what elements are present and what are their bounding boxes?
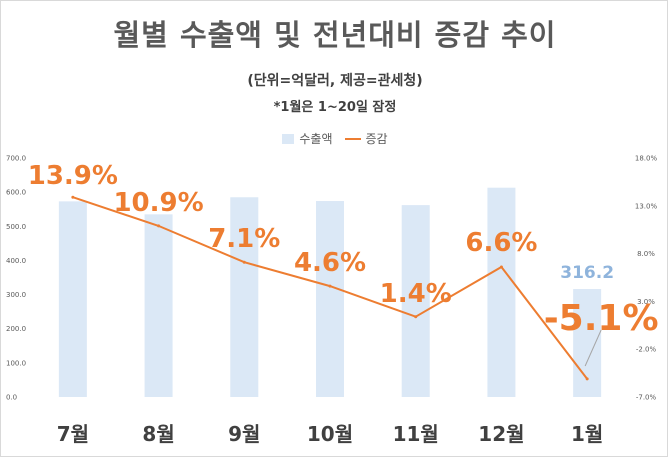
data-label-leader-line [584, 329, 602, 367]
line-point-3 [242, 260, 246, 264]
legend: 수출액 증감 [0, 130, 670, 147]
line-point-1 [71, 195, 75, 199]
line-data-label: 4.6% [294, 248, 366, 278]
legend-bar-label: 수출액 [299, 132, 333, 146]
chart-note: *1월은 1~20일 잠정 [273, 100, 397, 115]
y-right-tick-label: 8.0% [637, 250, 655, 258]
y-left-tick-label: 300.0 [6, 291, 26, 299]
x-category-label: 10월 [307, 422, 353, 446]
line-point-7 [585, 377, 589, 381]
line-data-label: 6.6% [465, 228, 537, 258]
y-left-tick-label: 200.0 [6, 325, 26, 333]
y-left-tick-label: 500.0 [6, 223, 26, 231]
legend-item-line: 증감 [344, 130, 388, 147]
y-left-tick-label: 100.0 [6, 359, 26, 367]
line-point-5 [414, 315, 418, 319]
bar-3 [230, 197, 259, 397]
legend-item-bar: 수출액 [282, 130, 333, 147]
x-category-label: 12월 [478, 422, 524, 446]
line-point-4 [328, 284, 332, 288]
line-data-label: 7.1% [208, 224, 280, 254]
line-data-label: 13.9% [28, 161, 118, 191]
legend-line-swatch [344, 137, 361, 140]
y-right-tick-label: 18.0% [635, 155, 658, 163]
y-right-tick-label: -2.0% [636, 346, 657, 354]
y-right-tick-label: 3.0% [637, 298, 655, 306]
x-category-label: 11월 [393, 422, 439, 446]
line-data-label: -5.1% [544, 298, 659, 339]
bar-6 [487, 187, 516, 397]
legend-bar-swatch [282, 133, 295, 144]
y-left-tick-label: 700.0 [6, 155, 26, 163]
y-right-tick-label: -7.0% [636, 394, 657, 402]
bar-4 [316, 201, 344, 397]
y-left-tick-label: 600.0 [6, 189, 26, 197]
line-point-2 [157, 224, 161, 228]
line-point-6 [499, 265, 503, 269]
chart-subtitle: (단위=억달러, 제공=관세청) [247, 73, 423, 89]
line-data-label: 1.4% [380, 279, 452, 309]
x-category-label: 8월 [142, 422, 174, 446]
x-category-label: 1월 [571, 422, 603, 446]
y-left-tick-label: 400.0 [6, 257, 26, 265]
bar-1 [58, 201, 87, 397]
bar-5 [401, 205, 430, 397]
chart-title: 월별 수출액 및 전년대비 증감 추이 [113, 18, 557, 52]
x-category-label: 7월 [57, 422, 89, 446]
y-right-tick-label: 13.0% [635, 202, 658, 210]
x-category-label: 9월 [228, 422, 260, 446]
y-left-tick-label: 0.0 [6, 394, 17, 402]
bar-2 [144, 214, 173, 397]
bar-data-label: 316.2 [560, 263, 614, 283]
line-data-label: 10.9% [113, 188, 203, 218]
legend-line-label: 증감 [365, 132, 388, 146]
